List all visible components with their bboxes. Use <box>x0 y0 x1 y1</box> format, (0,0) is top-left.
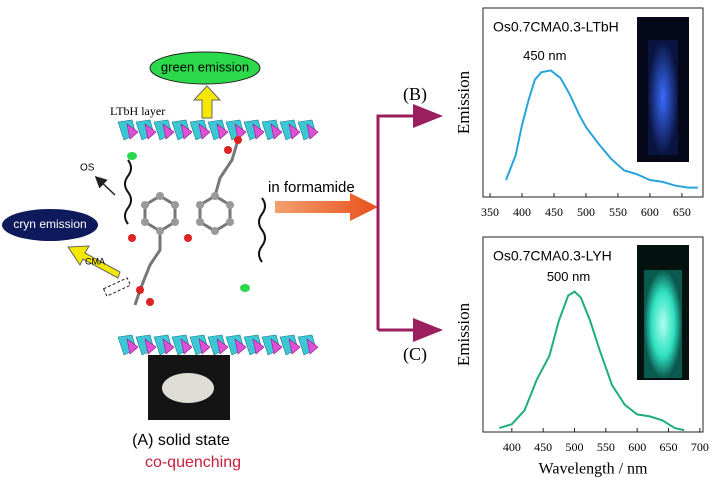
x-tick-label: 450 <box>545 205 563 219</box>
cryn-emission-label: cryn emission <box>13 217 86 231</box>
head-group <box>240 284 250 292</box>
os-chain <box>125 160 131 224</box>
x-tick-label: 600 <box>641 205 659 219</box>
x-tick-label: 700 <box>691 440 709 454</box>
cma-molecules <box>135 140 238 305</box>
x-tick-label: 350 <box>481 205 499 219</box>
cma-label: CMA <box>85 256 105 266</box>
in-formamide-label: in formamide <box>268 179 355 196</box>
x-tick-label: 450 <box>534 440 552 454</box>
figure: green emission LTbH layer OS cryn emissi… <box>0 0 717 481</box>
x-tick-label: 400 <box>503 440 521 454</box>
os-chain <box>259 198 265 262</box>
x-tick-label: 550 <box>597 440 615 454</box>
x-tick-label: 500 <box>566 440 584 454</box>
chart-title: Os0.7CMA0.3-LYH <box>493 248 612 264</box>
cma-dash <box>104 278 131 296</box>
branch-b <box>378 116 440 330</box>
panel-c-label: (C) <box>403 344 427 365</box>
peak-annotation: 450 nm <box>523 48 566 63</box>
panel-b-label: (B) <box>403 84 427 105</box>
os-arrow <box>97 178 115 195</box>
cuvette-b <box>648 40 678 155</box>
y-axis-label: Emission <box>454 302 473 366</box>
os-label: OS <box>80 163 95 174</box>
x-tick-label: 650 <box>673 205 691 219</box>
peak-annotation: 500 nm <box>547 269 590 284</box>
formamide-arrow <box>275 193 378 221</box>
x-tick-label: 650 <box>660 440 678 454</box>
powder <box>162 373 214 403</box>
x-tick-label: 400 <box>513 205 531 219</box>
solid-state-label: (A) solid state <box>132 432 230 449</box>
ltbh-layer-label: LTbH layer <box>110 104 165 118</box>
head-group <box>127 152 137 160</box>
x-tick-label: 500 <box>577 205 595 219</box>
green-emission-label: green emission <box>161 59 249 74</box>
x-axis-label: Wavelength / nm <box>539 461 648 478</box>
co-quenching-label: co-quenching <box>145 454 241 471</box>
up-arrow <box>194 86 220 118</box>
x-tick-label: 550 <box>609 205 627 219</box>
y-axis-label: Emission <box>454 70 473 134</box>
x-tick-label: 600 <box>628 440 646 454</box>
chart-title: Os0.7CMA0.3-LTbH <box>493 19 619 35</box>
hydroxide-layers <box>118 120 318 355</box>
cuvette-c <box>644 270 682 378</box>
